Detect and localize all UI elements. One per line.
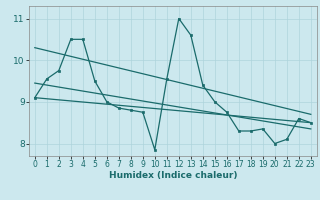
- X-axis label: Humidex (Indice chaleur): Humidex (Indice chaleur): [108, 171, 237, 180]
